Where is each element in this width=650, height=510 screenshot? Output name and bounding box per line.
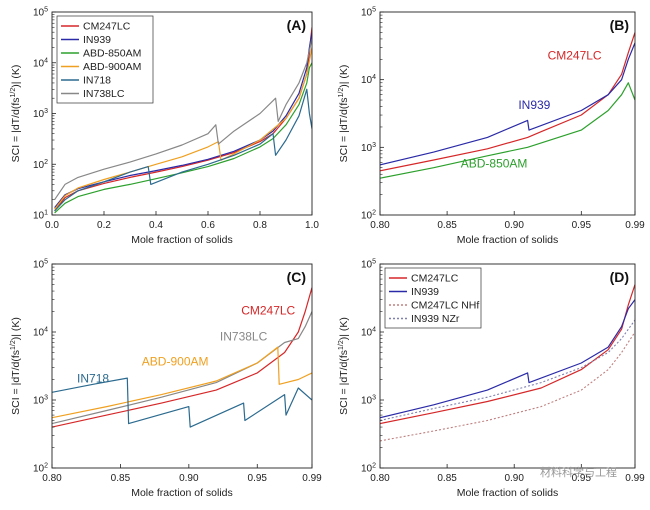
y-tick-label: 105: [361, 259, 376, 271]
x-tick-label: 0.99: [625, 473, 645, 484]
y-axis-label: SCI = |dT/d(fs1/2)| (K): [10, 65, 22, 163]
y-axis-label: SCI = |dT/d(fs1/2)| (K): [338, 65, 350, 163]
x-axis-label: Mole fraction of solids: [457, 487, 559, 499]
legend-label-in939-nzr: IN939 NZr: [411, 313, 460, 325]
series-line-in939: [54, 32, 312, 208]
x-tick-label: 0.6: [201, 220, 215, 231]
annotation-cm247lc: CM247LC: [241, 304, 295, 318]
legend-label-cm247lc: CM247LC: [83, 21, 131, 33]
legend-label-in718: IN718: [83, 75, 111, 87]
series-line-abd-900am: [52, 346, 312, 419]
annotation-cm247lc: CM247LC: [548, 48, 602, 62]
x-tick-label: 0.4: [149, 220, 163, 231]
x-tick-label: 0.85: [111, 473, 131, 484]
plot-frame: [51, 263, 313, 469]
y-tick-label: 103: [33, 108, 48, 120]
series-group: [380, 32, 635, 179]
plot-frame: [379, 263, 636, 469]
series-line-cm247lc-nhf: [380, 331, 635, 442]
plot-frame: [379, 11, 636, 216]
annotation-in738lc: IN738LC: [220, 329, 268, 343]
y-tick-label: 102: [33, 159, 48, 171]
legend-label-abd-900am: ABD-900AM: [83, 61, 141, 73]
y-tick-label: 103: [361, 142, 376, 154]
legend-box: [56, 15, 154, 104]
series-line-in718: [52, 377, 312, 428]
panel-label: (A): [287, 17, 306, 33]
y-tick-label: 104: [361, 74, 376, 86]
x-tick-label: 0.2: [97, 220, 111, 231]
annotation-in939: IN939: [518, 98, 550, 112]
series-line-cm247lc: [380, 32, 635, 172]
x-tick-label: 0.80: [42, 473, 62, 484]
y-tick-label: 104: [33, 327, 48, 339]
legend-label-cm247lc-nhf: CM247LC NHf: [411, 300, 479, 312]
x-tick-label: 0.8: [253, 220, 267, 231]
legend-label-cm247lc: CM247LC: [411, 273, 459, 285]
x-tick-label: 0.99: [302, 473, 322, 484]
x-tick-label: 0.0: [45, 220, 59, 231]
x-tick-label: 0.95: [572, 220, 592, 231]
series-group: [54, 27, 312, 214]
y-tick-label: 104: [33, 57, 48, 69]
series-group: [52, 287, 312, 428]
legend-label-in939: IN939: [83, 34, 111, 46]
annotation-abd-900am: ABD-900AM: [142, 355, 209, 369]
x-axis-label: Mole fraction of solids: [131, 487, 233, 499]
y-tick-label: 104: [361, 327, 376, 339]
series-line-abd-900am: [54, 47, 312, 210]
legend-label-in738lc: IN738LC: [83, 88, 125, 100]
x-tick-label: 0.99: [625, 220, 645, 231]
x-tick-label: 0.90: [179, 473, 199, 484]
x-tick-label: 0.95: [248, 473, 268, 484]
x-tick-label: 0.80: [370, 473, 390, 484]
y-tick-label: 103: [361, 395, 376, 407]
annotation-abd-850am: ABD-850AM: [461, 157, 528, 171]
x-axis-label: Mole fraction of solids: [457, 234, 559, 246]
legend-label-in939: IN939: [411, 286, 439, 298]
x-tick-label: 0.85: [437, 473, 457, 484]
y-axis-label: SCI = |dT/d(fs1/2)| (K): [338, 317, 350, 415]
x-tick-label: 0.95: [572, 473, 592, 484]
series-line-in939: [380, 42, 635, 166]
x-tick-label: 0.85: [437, 220, 457, 231]
x-tick-label: 0.90: [504, 220, 524, 231]
panel-label: (B): [610, 17, 629, 33]
x-axis-label: Mole fraction of solids: [131, 234, 233, 246]
series-line-in738lc: [54, 38, 312, 201]
series-line-cm247lc: [52, 287, 312, 428]
series-line-abd-850am: [54, 62, 312, 214]
series-line-in718: [54, 88, 312, 212]
y-tick-label: 105: [33, 259, 48, 271]
y-axis-label: SCI = |dT/d(fs1/2)| (K): [10, 317, 22, 415]
x-tick-label: 0.80: [370, 220, 390, 231]
legend-label-abd-850am: ABD-850AM: [83, 48, 141, 60]
annotation-in718: IN718: [77, 372, 109, 386]
y-tick-label: 103: [33, 395, 48, 407]
y-tick-label: 105: [361, 7, 376, 19]
panel-label: (C): [287, 269, 306, 285]
panel-label: (D): [610, 269, 629, 285]
x-tick-label: 0.90: [504, 473, 524, 484]
watermark: 材料科学与工程: [540, 465, 617, 479]
series-line-abd-850am: [380, 82, 635, 179]
series-line-in939-nzr: [380, 319, 635, 422]
series-line-in939: [380, 299, 635, 419]
x-tick-label: 1.0: [305, 220, 319, 231]
y-tick-label: 105: [33, 7, 48, 19]
series-group: [380, 284, 635, 442]
